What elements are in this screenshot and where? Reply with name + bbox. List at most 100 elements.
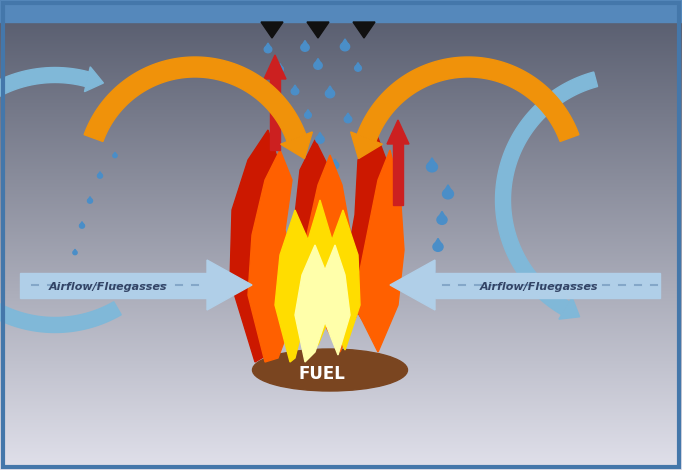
Bar: [0, 263, 682, 264]
Bar: [0, 10, 682, 11]
Bar: [0, 276, 682, 277]
Ellipse shape: [437, 215, 447, 224]
Bar: [0, 389, 682, 390]
Bar: [0, 71, 682, 72]
Bar: [0, 314, 682, 315]
Bar: [0, 161, 682, 162]
Bar: [0, 49, 682, 50]
Bar: [0, 365, 682, 366]
Bar: [0, 457, 682, 458]
Bar: [0, 440, 682, 441]
Bar: [0, 361, 682, 362]
Ellipse shape: [264, 46, 272, 53]
Bar: [0, 259, 682, 260]
Bar: [0, 133, 682, 134]
Bar: [0, 307, 682, 308]
Bar: [0, 245, 682, 246]
Bar: [0, 234, 682, 235]
Bar: [0, 170, 682, 171]
Bar: [0, 96, 682, 97]
Bar: [0, 431, 682, 432]
Bar: [0, 398, 682, 399]
Bar: [0, 339, 682, 340]
Polygon shape: [428, 158, 436, 165]
Bar: [0, 186, 682, 187]
Bar: [0, 167, 682, 168]
Bar: [0, 171, 682, 172]
Bar: [0, 99, 682, 100]
Bar: [0, 129, 682, 130]
Bar: [0, 422, 682, 423]
Bar: [0, 417, 682, 418]
Bar: [0, 392, 682, 393]
Bar: [0, 275, 682, 276]
Polygon shape: [314, 58, 322, 64]
Bar: [0, 317, 682, 318]
Bar: [0, 206, 682, 207]
Bar: [0, 241, 682, 242]
Bar: [0, 415, 682, 416]
Bar: [0, 81, 682, 82]
Bar: [0, 181, 682, 182]
Bar: [0, 19, 682, 20]
Bar: [0, 85, 682, 86]
Bar: [0, 214, 682, 215]
Bar: [0, 444, 682, 445]
Bar: [0, 223, 682, 224]
Bar: [0, 419, 682, 420]
Bar: [0, 219, 682, 220]
Bar: [0, 204, 682, 205]
Bar: [0, 434, 682, 435]
Bar: [0, 120, 682, 121]
Bar: [0, 193, 682, 194]
Bar: [0, 67, 682, 68]
Bar: [0, 104, 682, 105]
Polygon shape: [356, 139, 364, 146]
Bar: [0, 329, 682, 330]
Bar: [0, 157, 682, 158]
Bar: [0, 335, 682, 336]
Bar: [0, 34, 682, 35]
Bar: [0, 105, 682, 106]
Bar: [0, 184, 682, 185]
Bar: [0, 386, 682, 387]
Bar: [0, 151, 682, 152]
Bar: [0, 403, 682, 404]
Bar: [0, 74, 682, 75]
Bar: [0, 114, 682, 115]
Bar: [0, 210, 682, 211]
Bar: [0, 37, 682, 38]
Bar: [0, 302, 682, 303]
Polygon shape: [88, 197, 92, 200]
Bar: [0, 450, 682, 451]
Bar: [0, 387, 682, 388]
Bar: [0, 343, 682, 344]
Bar: [0, 298, 682, 299]
Bar: [0, 308, 682, 309]
Bar: [0, 35, 682, 36]
Bar: [0, 111, 682, 112]
Ellipse shape: [291, 88, 299, 95]
Bar: [0, 123, 682, 124]
Bar: [0, 175, 682, 176]
Bar: [0, 458, 682, 459]
Polygon shape: [305, 110, 311, 114]
Bar: [0, 394, 682, 395]
Bar: [0, 348, 682, 349]
Ellipse shape: [355, 65, 361, 71]
Bar: [0, 127, 682, 128]
Bar: [0, 131, 682, 132]
Bar: [0, 138, 682, 139]
Bar: [0, 17, 682, 18]
Bar: [0, 436, 682, 437]
Bar: [0, 443, 682, 444]
Bar: [0, 367, 682, 368]
Bar: [0, 235, 682, 236]
Bar: [0, 319, 682, 320]
Bar: [0, 163, 682, 164]
Bar: [0, 250, 682, 251]
Bar: [0, 94, 682, 95]
Bar: [0, 295, 682, 296]
Bar: [0, 385, 682, 386]
Bar: [0, 449, 682, 450]
